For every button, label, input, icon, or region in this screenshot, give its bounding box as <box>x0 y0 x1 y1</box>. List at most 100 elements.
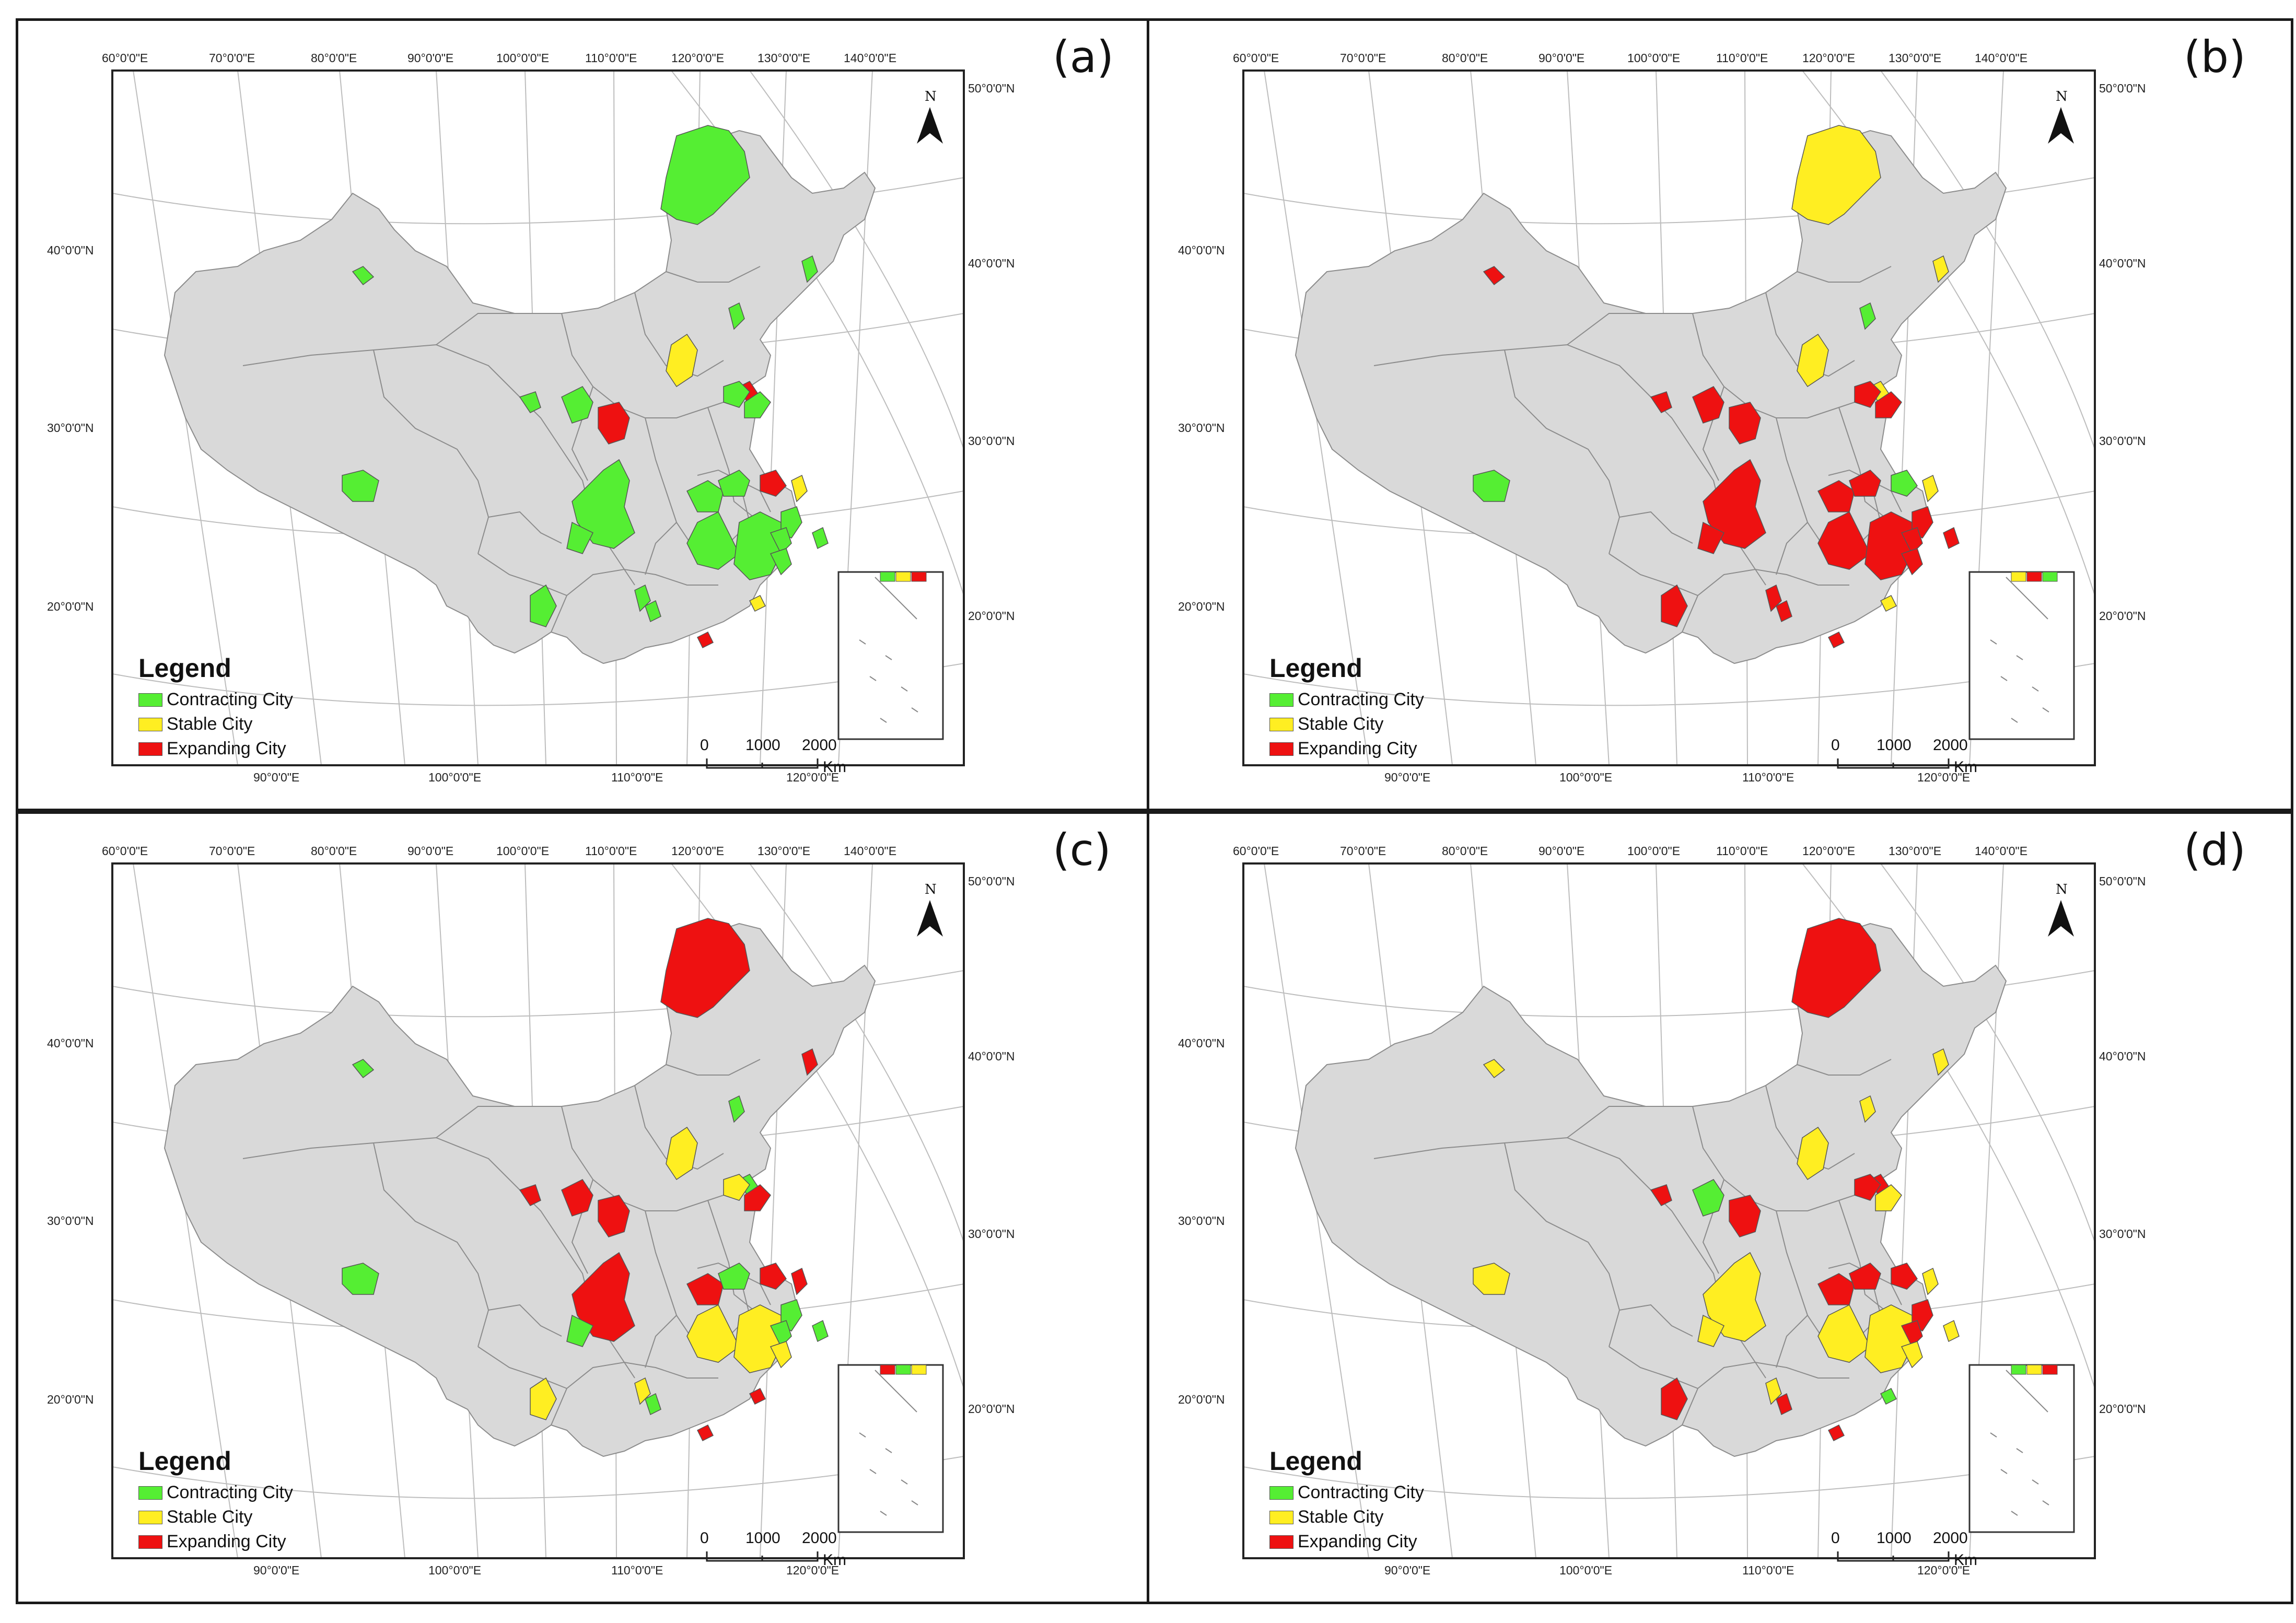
map-canvas <box>1242 69 2096 769</box>
lon-label-top: 80°0'0"E <box>311 51 357 65</box>
province-border <box>1619 511 1693 544</box>
province-border <box>645 1315 677 1368</box>
lat-label-left: 30°0'0"N <box>1178 1214 1225 1228</box>
lon-label-top: 80°0'0"E <box>1442 51 1488 65</box>
lon-label-top: 100°0'0"E <box>496 844 550 858</box>
inset-island <box>2011 1511 2018 1516</box>
panel-label: (c) <box>1053 824 1111 875</box>
lat-label-right: 40°0'0"N <box>968 1049 1015 1063</box>
scale-bar <box>706 1551 819 1562</box>
map-canvas <box>111 69 965 769</box>
inset-island <box>869 676 877 681</box>
inset-island <box>1990 1432 1997 1438</box>
province-border <box>488 511 562 544</box>
city-polygon <box>696 1424 714 1442</box>
scale-tick-label: 2000 <box>802 737 837 754</box>
legend-swatch <box>1269 1486 1293 1500</box>
map-canvas <box>1242 862 2096 1562</box>
city-polygon <box>1859 1095 1876 1123</box>
inset-island <box>880 718 887 723</box>
province-border <box>707 407 761 523</box>
panel-label: (b) <box>2184 31 2246 83</box>
province-border <box>1567 1106 1651 1138</box>
inset-island <box>2032 1479 2039 1485</box>
inset-city <box>880 1364 895 1375</box>
inset-island <box>901 1479 908 1485</box>
map-panel: (c) 60°0'0"E 70°0'0"E 80°0'0"E 90°0'0"E 100°0… <box>16 811 1162 1604</box>
inset-island <box>2042 1500 2049 1505</box>
city-polygon <box>812 527 829 550</box>
lat-label-left: 20°0'0"N <box>47 600 94 613</box>
city-polygon <box>342 470 379 502</box>
city-polygon <box>744 1184 771 1211</box>
inset-island <box>859 1432 866 1438</box>
city-polygon <box>1776 1393 1792 1416</box>
lon-label-bottom: 120°0'0"E <box>1917 770 1971 784</box>
scale-tick-label: 1000 <box>745 1529 780 1547</box>
city-polygon <box>1697 521 1725 554</box>
inset-city <box>2011 571 2026 582</box>
lat-label-right: 50°0'0"N <box>2099 81 2146 95</box>
graticule-line <box>1880 863 2095 1243</box>
inset-city <box>895 571 911 582</box>
legend-item: Expanding City <box>138 739 286 759</box>
city-polygon <box>1849 470 1881 497</box>
lon-label-top: 140°0'0"E <box>1975 844 2028 858</box>
inset-island <box>2016 655 2023 660</box>
legend-label: Contracting City <box>1298 690 1424 709</box>
province-border <box>477 553 567 596</box>
lat-label-right: 20°0'0"N <box>2099 1402 2146 1416</box>
lat-label-right: 50°0'0"N <box>968 874 1015 888</box>
inset-island <box>880 1511 887 1516</box>
legend-item: Expanding City <box>1269 1532 1417 1552</box>
city-polygon <box>1650 1184 1672 1206</box>
province-border <box>436 1106 520 1138</box>
legend-label: Contracting City <box>167 1482 293 1502</box>
city-polygon <box>1854 1174 1881 1201</box>
lat-label-left: 20°0'0"N <box>1178 1393 1225 1406</box>
legend-item: Contracting City <box>1269 1482 1424 1503</box>
city-polygon <box>634 1377 651 1405</box>
province-border <box>1692 313 1871 418</box>
legend-swatch <box>1269 742 1293 756</box>
legend-item: Stable City <box>1269 714 1383 734</box>
lat-label-right: 40°0'0"N <box>2099 256 2146 270</box>
map-frame <box>111 69 965 766</box>
graticule-line <box>112 663 964 706</box>
city-polygon <box>1483 266 1506 286</box>
city-polygon <box>696 631 714 649</box>
province-border <box>1797 1059 1892 1076</box>
scale-unit: Km <box>1954 758 1977 776</box>
lon-label-bottom: 90°0'0"E <box>1384 1563 1431 1577</box>
province-border <box>1609 553 1698 596</box>
legend-title: Legend <box>1269 1446 1362 1476</box>
inset-island <box>859 639 866 645</box>
province-border <box>1650 1189 1766 1379</box>
city-polygon <box>723 1174 750 1201</box>
south-china-sea-inset <box>1968 1364 2075 1533</box>
lon-label-top: 140°0'0"E <box>844 51 897 65</box>
lon-label-bottom: 90°0'0"E <box>253 1563 300 1577</box>
north-arrow-icon <box>2048 107 2074 144</box>
province-border <box>1776 522 1808 575</box>
province-border <box>1609 1346 1698 1389</box>
city-polygon <box>1849 1263 1881 1290</box>
inset-coast <box>2006 1370 2048 1412</box>
lon-label-top: 60°0'0"E <box>1233 844 1279 858</box>
map-panel: (b) 60°0'0"E 70°0'0"E 80°0'0"E 90°0'0"E 100°0… <box>1147 18 2293 811</box>
map-panel: (a) 60°0'0"E 70°0'0"E 80°0'0"E 90°0'0"E 100°0… <box>16 18 1162 811</box>
province-border <box>1373 344 1651 398</box>
inset-coast <box>2006 577 2048 620</box>
lon-label-top: 140°0'0"E <box>1975 51 2028 65</box>
city-polygon <box>1692 1179 1724 1217</box>
province-border <box>1567 313 1651 345</box>
city-polygon <box>1859 302 1876 330</box>
city-polygon <box>1817 480 1855 512</box>
province-border <box>1838 407 1892 523</box>
city-polygon <box>1817 511 1871 570</box>
city-polygon <box>1922 1267 1939 1295</box>
province-border <box>488 1304 562 1337</box>
province-border <box>1765 1085 1855 1170</box>
province-border <box>1776 1210 1829 1347</box>
city-polygon <box>1922 474 1939 503</box>
